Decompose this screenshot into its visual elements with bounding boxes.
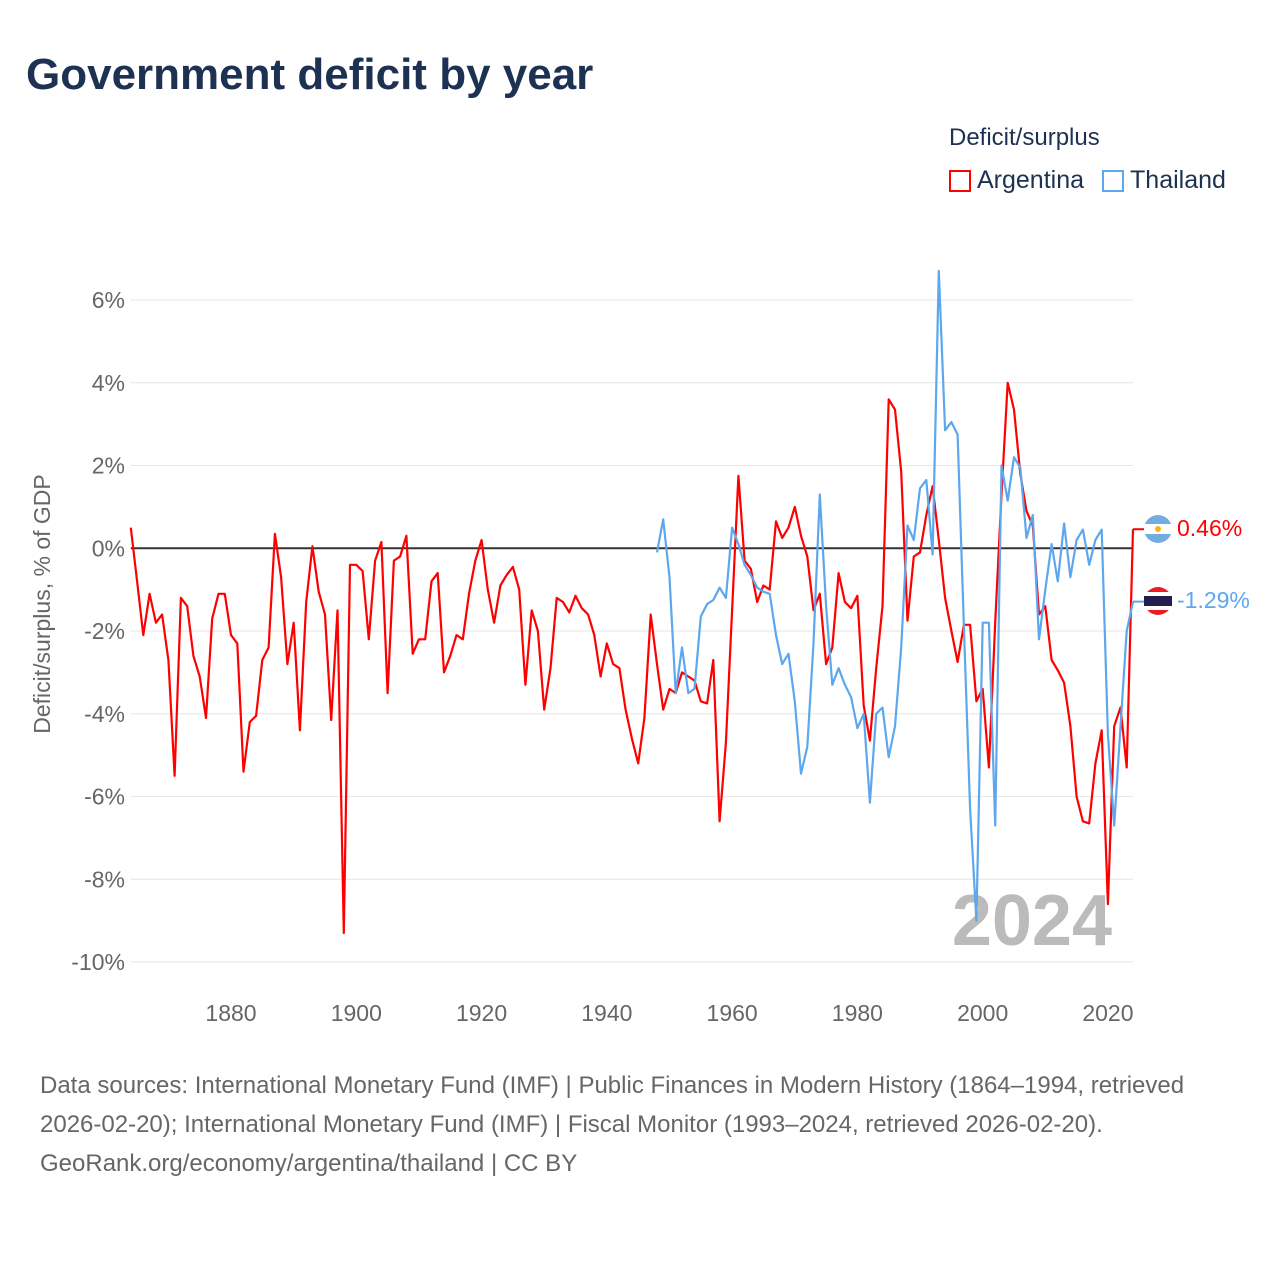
argentina-flag-sun [1155, 526, 1161, 532]
end-value-thailand: -1.29% [1177, 587, 1250, 613]
y-tick-label: -6% [84, 784, 125, 810]
footer: Data sources: International Monetary Fun… [40, 1066, 1240, 1183]
legend-swatch-thailand [1102, 169, 1125, 192]
y-tick-label: 6% [92, 287, 125, 313]
end-value-argentina: 0.46% [1177, 515, 1242, 541]
end-label-thailand: -1.29% [1144, 587, 1250, 615]
legend-title: Deficit/surplus [949, 124, 1100, 151]
x-tick-label: 1880 [205, 1000, 256, 1026]
page-title: Government deficit by year [26, 50, 594, 99]
y-tick-label: 4% [92, 370, 125, 396]
legend-item-thailand[interactable]: Thailand [1102, 166, 1226, 195]
series-line-argentina[interactable] [129, 381, 1135, 935]
thailand-flag-blue [1144, 596, 1172, 606]
x-tick-label: 1980 [832, 1000, 883, 1026]
legend: Argentina Thailand [949, 166, 1226, 195]
y-axis-label: Deficit/surplus, % of GDP [29, 474, 55, 733]
data-sources: Data sources: International Monetary Fun… [40, 1072, 1185, 1138]
credit-link[interactable]: GeoRank.org/economy/argentina/thailand |… [40, 1150, 578, 1177]
y-tick-label: -8% [84, 866, 125, 892]
y-tick-label: -2% [84, 618, 125, 644]
legend-swatch-argentina [949, 169, 971, 192]
x-tick-label: 2020 [1082, 1000, 1133, 1026]
y-tick-label: -10% [71, 949, 125, 975]
x-tick-label: 1940 [581, 1000, 632, 1026]
series-line-thailand[interactable] [655, 269, 1135, 922]
legend-label: Thailand [1130, 166, 1226, 194]
legend-item-argentina[interactable]: Argentina [949, 166, 1084, 195]
x-tick-label: 1900 [331, 1000, 382, 1026]
year-label: 2024 [952, 881, 1112, 961]
x-tick-label: 1960 [707, 1000, 758, 1026]
x-tick-label: 2000 [957, 1000, 1008, 1026]
legend-label: Argentina [977, 166, 1085, 194]
x-tick-label: 1920 [456, 1000, 507, 1026]
y-tick-label: -4% [84, 701, 125, 727]
y-tick-label: 2% [92, 453, 125, 479]
y-tick-label: 0% [92, 535, 125, 561]
end-label-argentina: 0.46% [1144, 515, 1242, 543]
